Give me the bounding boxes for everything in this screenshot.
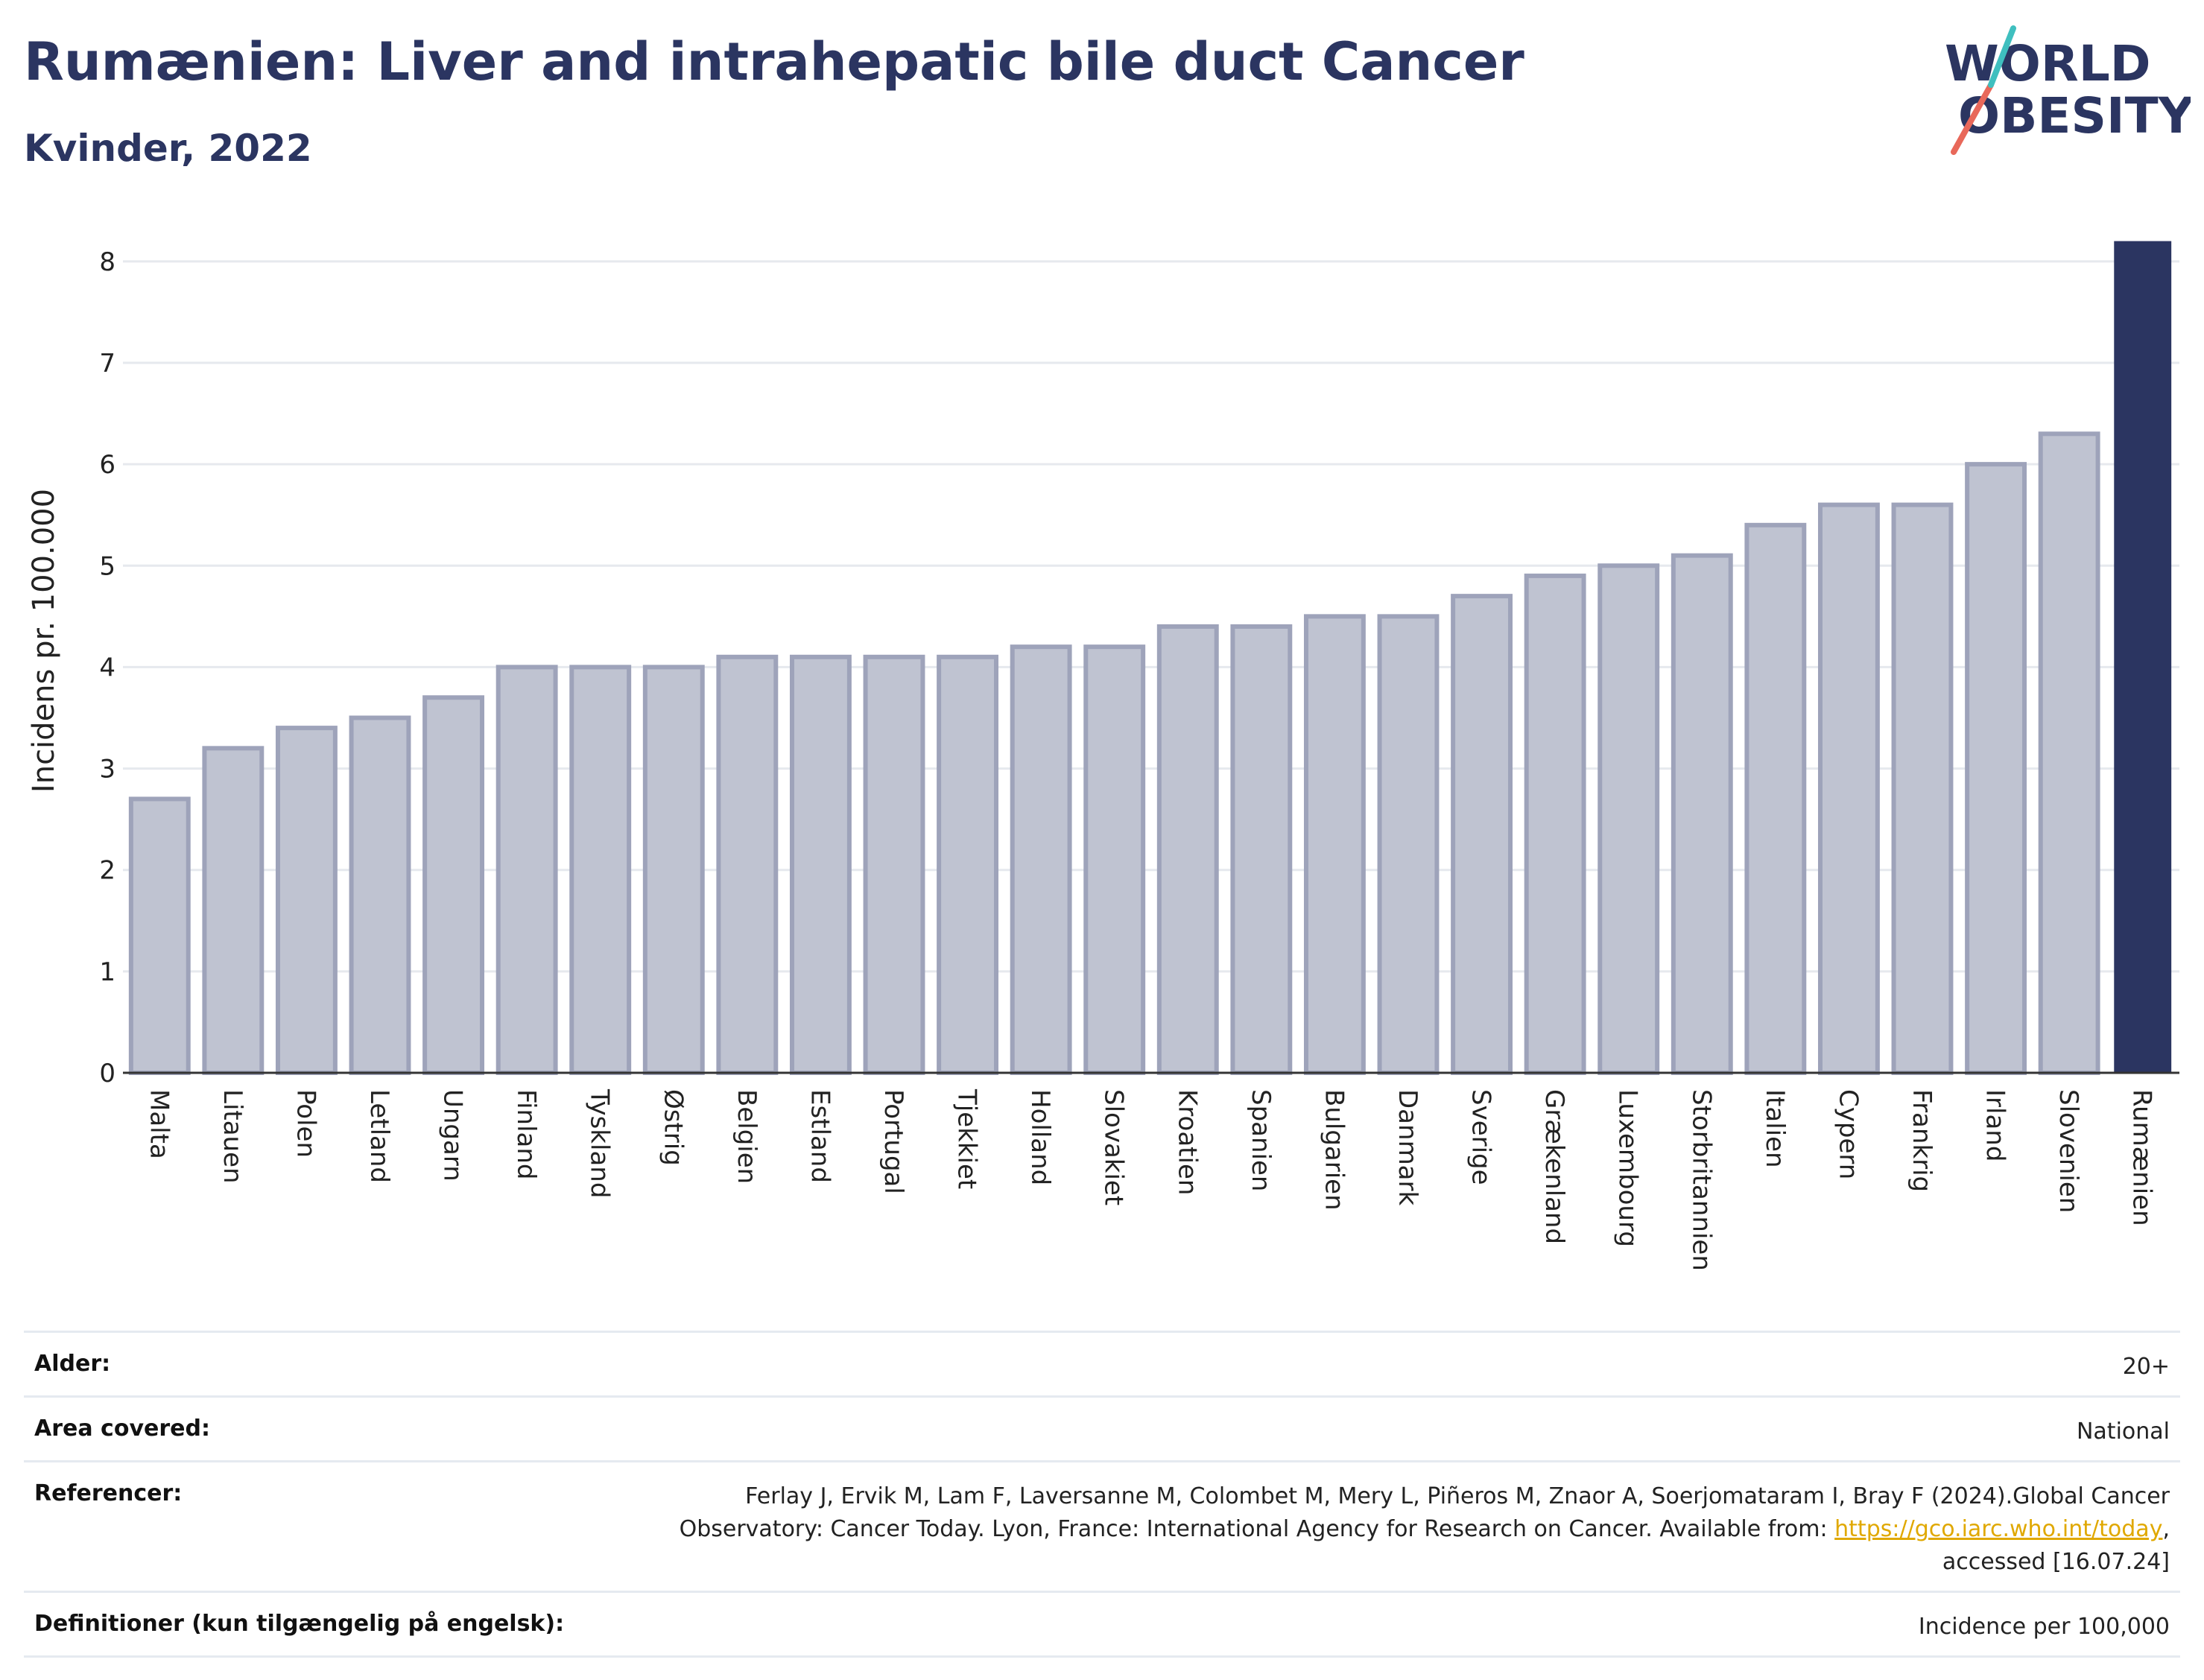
reference-line-2-end: , [2162,1516,2170,1542]
info-row-age: Alder: 20+ [24,1331,2180,1395]
info-value-definitions: Incidence per 100,000 [1918,1614,2170,1640]
x-tick-label: Kroatien [1172,1089,1202,1195]
x-tick-label: Slovenien [2053,1089,2083,1213]
bar [422,695,485,1076]
x-tick-label: Malta [144,1089,174,1159]
x-tick-label: Sverige [1466,1089,1496,1185]
info-label-definitions: Definitioner (kun tilgængelig på engelsk… [34,1611,565,1637]
x-tick-label: Belgien [732,1089,761,1184]
x-tick-label: Polen [291,1089,320,1158]
info-value-area: National [2076,1419,2170,1445]
bar [1230,624,1293,1075]
x-tick-label: Slovakiet [1099,1089,1129,1205]
x-tick-label: Ungarn [438,1089,468,1182]
y-tick-label: 5 [99,551,115,581]
info-label-age: Alder: [34,1351,111,1377]
bar [1524,573,1586,1075]
info-value-references: Ferlay J, Ervik M, Lam F, Laversanne M, … [680,1480,2170,1579]
reference-line-3: accessed [16.07.24] [1942,1549,2170,1575]
y-tick-label: 3 [99,755,115,784]
bar [128,796,191,1076]
x-tick-label: Estland [805,1089,835,1183]
bars-layer [128,241,2172,1076]
x-tick-label: Cypern [1833,1089,1863,1179]
logo-slash-teal [1988,25,2016,88]
bar [1303,614,1366,1075]
y-tick-label: 4 [99,653,115,682]
y-tick-label: 6 [99,450,115,480]
x-tick-label: Danmark [1393,1089,1422,1205]
chart-title: Rumænien: Liver and intrahepatic bile du… [24,31,1524,92]
bar [1744,522,1807,1075]
logo-text-line2: OBESITY [1958,87,2191,145]
bar [1891,502,1954,1075]
bar [275,726,338,1076]
x-tick-label: Finland [511,1089,541,1180]
bar [1451,594,1513,1075]
info-label-area: Area covered: [34,1416,210,1442]
bar [569,665,632,1075]
bar [2038,431,2100,1075]
x-tick-label: Holland [1025,1089,1055,1185]
reference-line-1: Ferlay J, Ervik M, Lam F, Laversanne M, … [745,1483,2170,1509]
y-tick-label: 8 [99,247,115,277]
bar [495,665,558,1075]
x-tick-label: Tyskland [585,1088,615,1198]
reference-line-2: Observatory: Cancer Today. Lyon, France:… [679,1516,1835,1542]
bar [642,665,705,1075]
info-row-area: Area covered: National [24,1395,2180,1460]
reference-link[interactable]: https://gco.iarc.who.int/today [1834,1516,2163,1542]
x-tick-label: Storbritannien [1686,1089,1716,1271]
y-tick-label: 7 [99,349,115,378]
y-tick-label: 0 [99,1059,115,1088]
bar [1965,462,2027,1075]
info-row-definitions: Definitioner (kun tilgængelig på engelsk… [24,1591,2180,1658]
x-tick-label: Rumænien [2127,1089,2157,1226]
x-tick-label: Spanien [1246,1089,1276,1191]
bar [1377,614,1440,1075]
bar [202,746,265,1075]
y-tick-label: 1 [99,957,115,987]
x-tick-label: Bulgarien [1319,1089,1349,1211]
x-tick-label: Letland [364,1089,394,1183]
bar [937,654,999,1075]
bar [863,654,925,1075]
info-table: Alder: 20+ Area covered: National Refere… [24,1331,2180,1658]
x-tick-label: Frankrig [1907,1089,1937,1192]
x-tick-label: Litauen [218,1089,247,1184]
x-tick-label: Tjekkiet [952,1088,982,1189]
logo-text-line1: WORLD [1945,35,2151,92]
bar [1817,502,1880,1075]
logo-slash-red [1951,82,1994,155]
world-obesity-logo: WORLD OBESITY [1945,25,2191,155]
x-tick-label: Portugal [878,1089,908,1194]
bar [1671,553,1733,1075]
y-tick-label: 2 [99,856,115,886]
bar [1010,644,1072,1075]
x-tick-label: Grækenland [1539,1089,1569,1244]
info-label-references: Referencer: [34,1480,183,1506]
x-tick-label: Luxembourg [1613,1089,1643,1247]
y-axis-label: Incidens pr. 100.000 [27,489,61,793]
bar [349,715,411,1075]
x-tick-label: Irland [1980,1089,2010,1161]
x-tick-label: Italien [1760,1089,1790,1168]
bar [1597,563,1660,1075]
chart-subtitle: Kvinder, 2022 [24,127,312,170]
x-tick-label: Østrig [658,1089,688,1166]
bar-highlight [2114,241,2172,1073]
bar [1156,624,1219,1075]
info-value-age: 20+ [2122,1354,2170,1380]
bar-chart: 0 1 2 3 4 5 6 7 8 Malta Litauen Polen Letland Ungarn F… [27,241,2179,1271]
bar [789,654,852,1075]
info-row-references: Referencer: Ferlay J, Ervik M, Lam F, La… [24,1460,2180,1591]
bar [1083,644,1146,1075]
bar [716,654,779,1075]
axis-layer: 0 1 2 3 4 5 6 7 8 Malta Litauen Polen Letland Ungarn F… [99,247,2179,1271]
